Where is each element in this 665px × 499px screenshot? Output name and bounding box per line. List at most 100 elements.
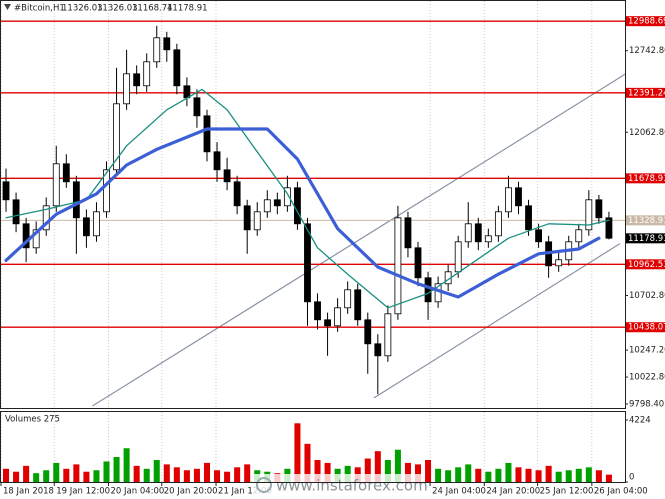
level-label-box [626, 259, 665, 270]
x-tick-label: 18 Jan 2018 [3, 487, 54, 497]
candle-body [143, 61, 151, 87]
candle-body [72, 181, 80, 219]
volume-bar [3, 468, 10, 482]
volume-bar [183, 470, 190, 482]
level-label: 10962.51 [628, 260, 665, 270]
volume-bar [23, 465, 30, 482]
candle-body [2, 181, 10, 201]
level-label: 12988.69 [628, 17, 665, 27]
candle-body [394, 217, 402, 315]
volume-bar [203, 462, 211, 482]
level-label-box [626, 16, 665, 27]
volume-bar [515, 467, 522, 482]
volume-title: Volumes 275 [5, 415, 60, 425]
volume-bar [294, 423, 301, 482]
volume-bar [394, 449, 401, 482]
candle-body [82, 217, 90, 237]
volume-bar [43, 470, 50, 482]
candle-body [364, 319, 372, 345]
candle-body [273, 199, 281, 207]
candle-body [605, 217, 613, 239]
candle-body [253, 211, 261, 231]
volume-bar [495, 468, 502, 482]
volume-panel-frame [0, 411, 626, 483]
candle-body [153, 37, 161, 63]
level-label-box [626, 322, 665, 333]
candle-body [123, 73, 131, 105]
volume-bar [33, 473, 40, 482]
x-tick-label: 21 Jan 12:00 [218, 487, 272, 497]
candle-body [575, 229, 583, 243]
moving-average [5, 88, 610, 309]
candle-body [464, 223, 472, 243]
candle-body [22, 223, 30, 249]
candle-body [213, 151, 221, 171]
volume-bar [475, 468, 482, 482]
candle-body [163, 37, 171, 51]
volume-bar [93, 470, 100, 482]
candle-body [374, 343, 382, 357]
x-tick-label: 20 Jan 04:00 [111, 487, 165, 497]
y-tick-label: 10247.20 [629, 346, 665, 356]
volume-bar [555, 471, 562, 482]
y-tick-label: 10022.80 [629, 373, 665, 383]
candle-body [424, 277, 432, 303]
candle-body [263, 199, 271, 213]
volume-bar [374, 451, 381, 482]
volume-bar [53, 462, 60, 482]
watermark-logo [256, 477, 272, 493]
header-high: 11326.03 [97, 4, 138, 14]
volume-bar [224, 471, 231, 482]
volume-tick-label: 4224 [629, 416, 651, 426]
volume-bar [244, 464, 251, 482]
channel-line [92, 73, 626, 407]
volume-bar [173, 467, 180, 482]
y-tick-label: 9798.40 [629, 399, 664, 409]
volume-bar [304, 443, 311, 482]
volume-bar [425, 459, 432, 482]
candle-body [113, 103, 120, 171]
volume-bar [575, 468, 582, 482]
candle-body [103, 169, 110, 213]
candle-body [294, 187, 301, 225]
candle-body [505, 187, 512, 213]
volume-bar [505, 462, 512, 482]
volume-bar [565, 470, 572, 482]
level-label-box [626, 87, 665, 98]
header-close: 11178.91 [167, 4, 208, 14]
volume-bar [314, 459, 321, 482]
header-open: 11326.03 [62, 4, 103, 14]
candle-body [404, 217, 412, 249]
volume-bar [143, 468, 150, 482]
candle-body [233, 181, 241, 207]
watermark-band [252, 474, 424, 496]
level-label-box [626, 173, 665, 184]
candle-body [454, 241, 462, 273]
volume-bar [435, 468, 442, 482]
volume-bar [485, 471, 492, 482]
candle-body [384, 313, 392, 357]
x-tick-label: 19 Jan 12:00 [56, 487, 110, 497]
candle-body [12, 199, 20, 225]
candle-body [314, 301, 321, 321]
candle-body [515, 187, 522, 207]
candle-body [354, 289, 362, 321]
volume-bar [595, 470, 602, 482]
candle-body [555, 259, 563, 267]
candle-body [585, 199, 593, 231]
candle-body [283, 187, 291, 207]
x-tick-label: 20 Jan 20:00 [164, 487, 218, 497]
volume-bar [13, 471, 20, 482]
candle-body [133, 73, 141, 87]
volume-bar [73, 464, 80, 482]
volume-bar [133, 465, 140, 482]
volume-bar [585, 467, 592, 482]
candle-body [223, 169, 231, 183]
label-layer: 18 Jan 2018 19 Jan 12:00 20 Jan 04:00 20 Ja… [0, 16, 665, 497]
symbol-icon [4, 4, 11, 10]
volume-bar [83, 471, 90, 482]
volume-bar [455, 467, 462, 482]
candle-body [525, 205, 532, 231]
candle-body [193, 97, 201, 117]
